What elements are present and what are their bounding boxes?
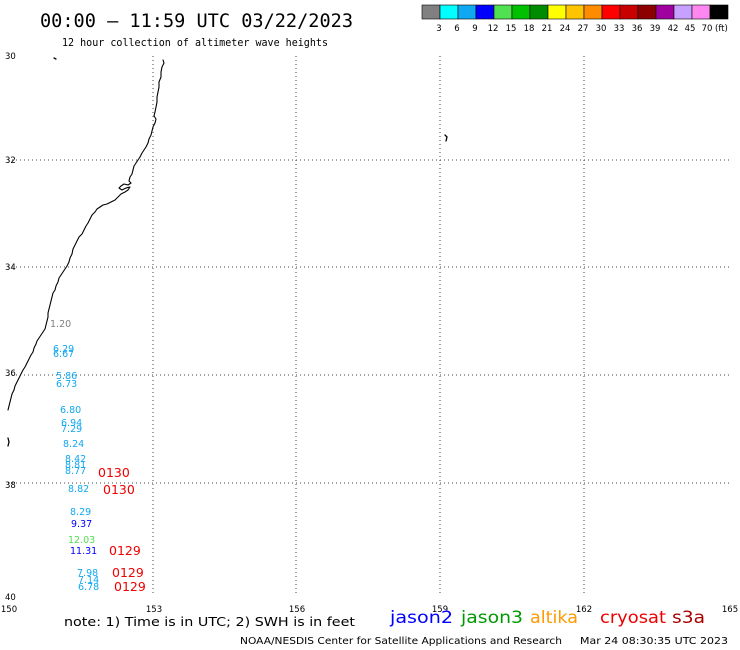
wave-height-label: 6.80	[60, 405, 81, 416]
wave-height-track: 1.20 6.29 6.67 5.86 6.73 6.80 6.94 7.29 …	[50, 319, 99, 593]
legend-swatch	[691, 4, 711, 20]
wave-height-label: 9.37	[71, 519, 92, 530]
legend-swatch	[547, 4, 567, 20]
legend-label: 21	[542, 24, 553, 34]
wave-height-label: 6.94	[61, 418, 82, 429]
legend-label: 42	[668, 24, 679, 34]
legend-swatch	[439, 4, 459, 20]
lon-label: 156	[289, 605, 305, 615]
lat-label: 38	[5, 481, 16, 491]
legend-swatch	[655, 4, 675, 20]
legend-swatch	[421, 4, 441, 20]
wave-height-label: 7.98	[77, 568, 98, 579]
color-scale-legend: 3 6 9 12 15 18 21 24 27 30 33 36 39 42 4…	[421, 4, 729, 34]
wave-height-label: 8.29	[70, 507, 91, 518]
wave-height-label: 6.29	[53, 344, 74, 355]
legend-label: 33	[614, 24, 625, 34]
wave-height-label: 12.03	[68, 535, 95, 546]
satellite-key-jason2: jason2	[389, 608, 453, 628]
wave-height-label: 7.14	[78, 575, 99, 586]
legend-swatch	[673, 4, 693, 20]
legend-label: 24	[560, 24, 571, 34]
lat-label: 32	[5, 156, 16, 166]
satellite-key-jason3: jason3	[460, 608, 523, 628]
lat-label: 30	[5, 52, 16, 62]
satellite-key-cryosat: cryosat	[600, 608, 666, 628]
footer: NOAA/NESDIS Center for Satellite Applica…	[240, 636, 728, 647]
lat-label: 36	[5, 369, 16, 379]
legend-swatch	[529, 4, 549, 20]
legend-label: 12	[488, 24, 499, 34]
legend-label: 70	[702, 24, 713, 34]
satellite-key-s3a: s3a	[672, 608, 705, 628]
wave-height-label: 6.67	[53, 349, 74, 360]
wave-height-label: 6.73	[56, 379, 77, 390]
legend-label: 15	[506, 24, 517, 34]
legend-swatch	[475, 4, 495, 20]
legend-label: 45	[685, 24, 696, 34]
lon-label: 150	[1, 605, 17, 615]
legend-swatch	[493, 4, 513, 20]
wave-height-label: 8.24	[63, 439, 84, 450]
credit-text: NOAA/NESDIS Center for Satellite Applica…	[240, 636, 562, 647]
lat-label: 34	[5, 263, 16, 273]
legend-label: 36	[632, 24, 643, 34]
pass-time-label: 0129	[114, 579, 146, 594]
map-title: 00:00 – 11:59 UTC 03/22/2023	[40, 10, 353, 32]
lon-label: 159	[432, 605, 448, 615]
coast-fragment	[7, 437, 10, 447]
lon-label: 153	[146, 605, 162, 615]
latitude-labels: 30 32 34 36 38 40	[5, 52, 16, 603]
lon-label: 162	[576, 605, 592, 615]
legend-swatch	[709, 4, 729, 20]
units-note: note: 1) Time is in UTC; 2) SWH is in fe…	[64, 614, 355, 629]
pass-time-label: 0129	[109, 543, 141, 558]
legend-swatch	[601, 4, 621, 20]
wave-height-label: 8.42	[65, 454, 86, 465]
legend-swatch	[619, 4, 639, 20]
island-mark	[444, 134, 448, 142]
pass-time-label: 0130	[103, 482, 135, 497]
legend-label: 39	[650, 24, 661, 34]
legend-swatch	[565, 4, 585, 20]
pass-time-label: 0129	[112, 565, 144, 580]
rock-mark	[53, 57, 57, 60]
note-row: note: 1) Time is in UTC; 2) SWH is in fe…	[64, 608, 705, 629]
generated-timestamp: Mar 24 08:30:35 UTC 2023	[580, 636, 728, 647]
wave-height-label: 6.78	[78, 582, 99, 593]
satellite-key-altika: altika	[530, 608, 578, 628]
wave-height-label: 8.77	[65, 466, 86, 477]
header: 00:00 – 11:59 UTC 03/22/2023 12 hour col…	[40, 10, 353, 49]
wave-height-label: 1.20	[50, 319, 71, 330]
legend-swatch	[511, 4, 531, 20]
legend-swatch	[637, 4, 657, 20]
pass-time-label: 0130	[98, 465, 130, 480]
legend-label: 18	[524, 24, 535, 34]
wave-height-label: 5.86	[56, 371, 77, 382]
graticule	[8, 56, 730, 596]
legend-label: 30	[596, 24, 607, 34]
wave-height-label: 8.81	[65, 460, 86, 471]
lon-label: 165	[722, 605, 738, 615]
map-subtitle: 12 hour collection of altimeter wave hei…	[62, 37, 328, 49]
map-area: 30 32 34 36 38 40 150 153 156 159 162 16…	[1, 52, 738, 615]
legend-label: 3	[436, 24, 441, 34]
legend-unit-label: (ft)	[715, 24, 728, 34]
legend-label: 6	[454, 24, 459, 34]
legend-label: 9	[472, 24, 477, 34]
longitude-labels: 150 153 156 159 162 165	[1, 605, 738, 615]
legend-label: 27	[578, 24, 589, 34]
coastline	[7, 59, 165, 411]
wave-height-label: 8.82	[68, 484, 89, 495]
legend-swatch	[457, 4, 477, 20]
legend-swatch	[583, 4, 603, 20]
wave-height-label: 7.29	[61, 424, 82, 435]
wave-height-label: 11.31	[70, 546, 97, 557]
lat-label: 40	[5, 593, 16, 603]
pass-time-labels: 0130 0130 0129 0129 0129	[98, 465, 146, 594]
